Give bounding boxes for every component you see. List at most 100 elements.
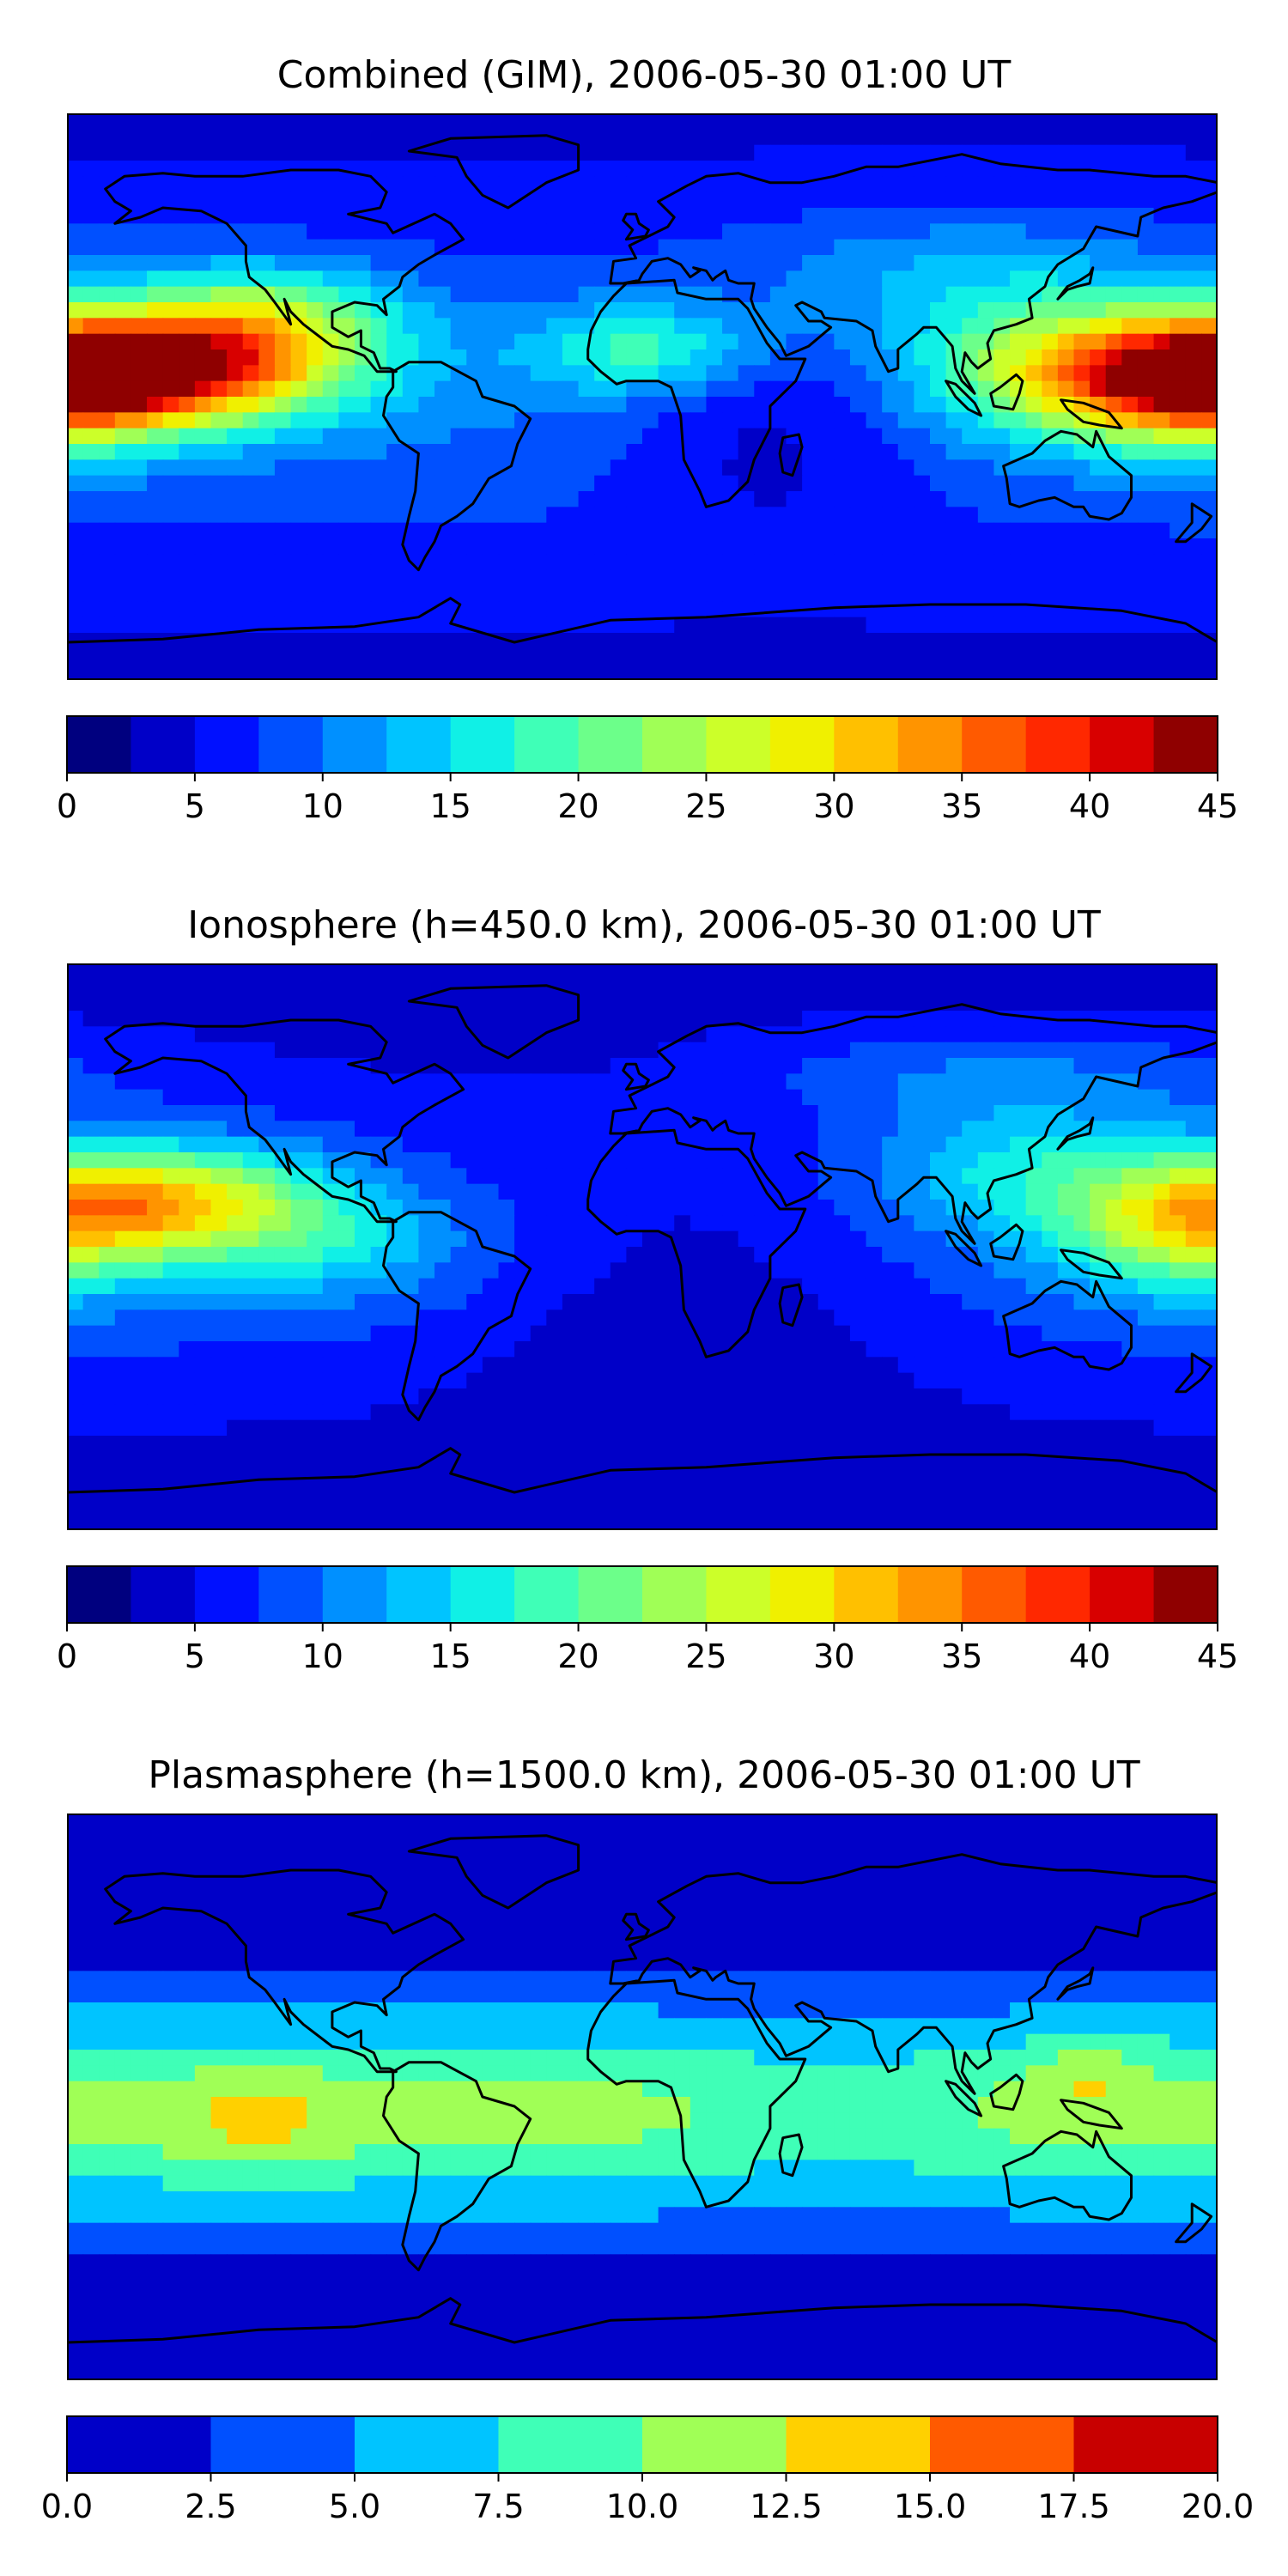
tec-cell	[706, 255, 723, 271]
tec-cell	[866, 1152, 883, 1169]
tec-cell	[866, 1058, 883, 1074]
tec-cell	[307, 569, 324, 586]
tec-cell	[546, 1357, 563, 1374]
tec-cell	[418, 286, 435, 303]
tec-cell	[945, 1341, 963, 1358]
tec-cell	[210, 239, 228, 256]
tec-cell	[147, 255, 164, 271]
tec-cell	[466, 475, 483, 492]
tec-cell	[1153, 1325, 1170, 1342]
tec-cell	[530, 491, 547, 507]
tec-cell	[706, 1026, 723, 1043]
tec-cell	[722, 1404, 739, 1421]
tec-cell	[258, 1388, 276, 1405]
tec-cell	[498, 1058, 515, 1074]
tec-cell	[578, 648, 595, 665]
tec-cell	[242, 1404, 259, 1421]
tec-cell	[131, 491, 148, 507]
tec-cell	[594, 286, 611, 303]
tec-cell	[754, 664, 771, 680]
tec-cell	[1185, 1089, 1202, 1106]
tec-cell	[99, 1451, 116, 1468]
tec-cell	[210, 129, 228, 146]
tec-cell	[1121, 475, 1139, 492]
tec-cell	[945, 161, 963, 177]
tec-cell	[179, 1042, 196, 1059]
tec-cell	[1185, 333, 1202, 350]
tec-cell	[82, 1105, 100, 1121]
tec-cell	[1090, 349, 1107, 366]
tec-cell	[962, 1388, 979, 1405]
tec-cell	[849, 1136, 867, 1153]
tec-cell	[882, 129, 899, 146]
tec-cell	[993, 1073, 1011, 1091]
tec-cell	[1042, 1388, 1059, 1405]
tec-cell	[1073, 633, 1091, 649]
tec-cell	[849, 1388, 867, 1405]
tec-cell	[418, 428, 435, 445]
tec-cell	[227, 1200, 244, 1216]
tec-cell	[1025, 113, 1042, 130]
tec-cell	[930, 1089, 947, 1106]
tec-cell	[914, 1309, 931, 1327]
tec-cell	[258, 365, 276, 382]
tec-cell	[498, 569, 515, 586]
tec-cell	[834, 113, 851, 130]
tec-cell	[866, 1026, 883, 1043]
tec-cell	[626, 397, 643, 413]
tec-cell	[370, 491, 387, 507]
tec-cell	[834, 223, 851, 240]
tec-cell	[546, 191, 563, 209]
tec-cell	[834, 475, 851, 492]
tec-cell	[897, 223, 914, 240]
tec-cell	[1105, 380, 1122, 398]
tec-cell	[930, 270, 947, 288]
tec-cell	[338, 1436, 355, 1452]
tec-cell	[307, 144, 324, 161]
tec-cell	[1010, 1136, 1027, 1153]
tec-cell	[355, 1262, 372, 1279]
tec-cell	[114, 286, 132, 303]
tec-cell	[1121, 318, 1139, 335]
tec-cell	[786, 979, 803, 996]
tec-cell	[194, 1089, 212, 1106]
tec-cell	[258, 475, 276, 492]
tec-cell	[962, 617, 979, 634]
tec-cell	[802, 1388, 819, 1405]
tec-cell	[147, 270, 164, 288]
tec-cell	[914, 1357, 931, 1374]
tec-cell	[147, 459, 164, 477]
tec-cell	[962, 1419, 979, 1437]
tec-cell	[131, 144, 148, 161]
tec-cell	[897, 569, 914, 586]
tec-cell	[658, 286, 675, 303]
tec-cell	[530, 318, 547, 335]
tec-cell	[914, 1200, 931, 1216]
tec-cell	[817, 255, 835, 271]
tec-cell	[977, 191, 995, 209]
tec-cell	[658, 129, 675, 146]
tec-cell	[658, 208, 675, 224]
tec-cell	[1185, 1200, 1202, 1216]
tec-cell	[962, 1073, 979, 1091]
tec-cell	[434, 380, 452, 398]
tec-cell	[1201, 302, 1218, 319]
tec-cell	[754, 161, 771, 177]
tec-cell	[514, 554, 532, 571]
tec-cell	[578, 633, 595, 649]
tec-cell	[82, 1230, 100, 1248]
tec-cell	[690, 428, 708, 445]
tec-cell	[690, 270, 708, 288]
tec-cell	[658, 554, 675, 571]
tec-cell	[849, 1215, 867, 1232]
tec-cell	[1185, 601, 1202, 618]
tec-cell	[1137, 239, 1155, 256]
tec-cell	[227, 255, 244, 271]
tec-cell	[562, 1058, 580, 1074]
tec-cell	[802, 1341, 819, 1358]
tec-cell	[769, 538, 787, 555]
tec-cell	[769, 318, 787, 335]
tec-cell	[882, 239, 899, 256]
tec-cell	[722, 617, 739, 634]
tec-cell	[817, 648, 835, 665]
